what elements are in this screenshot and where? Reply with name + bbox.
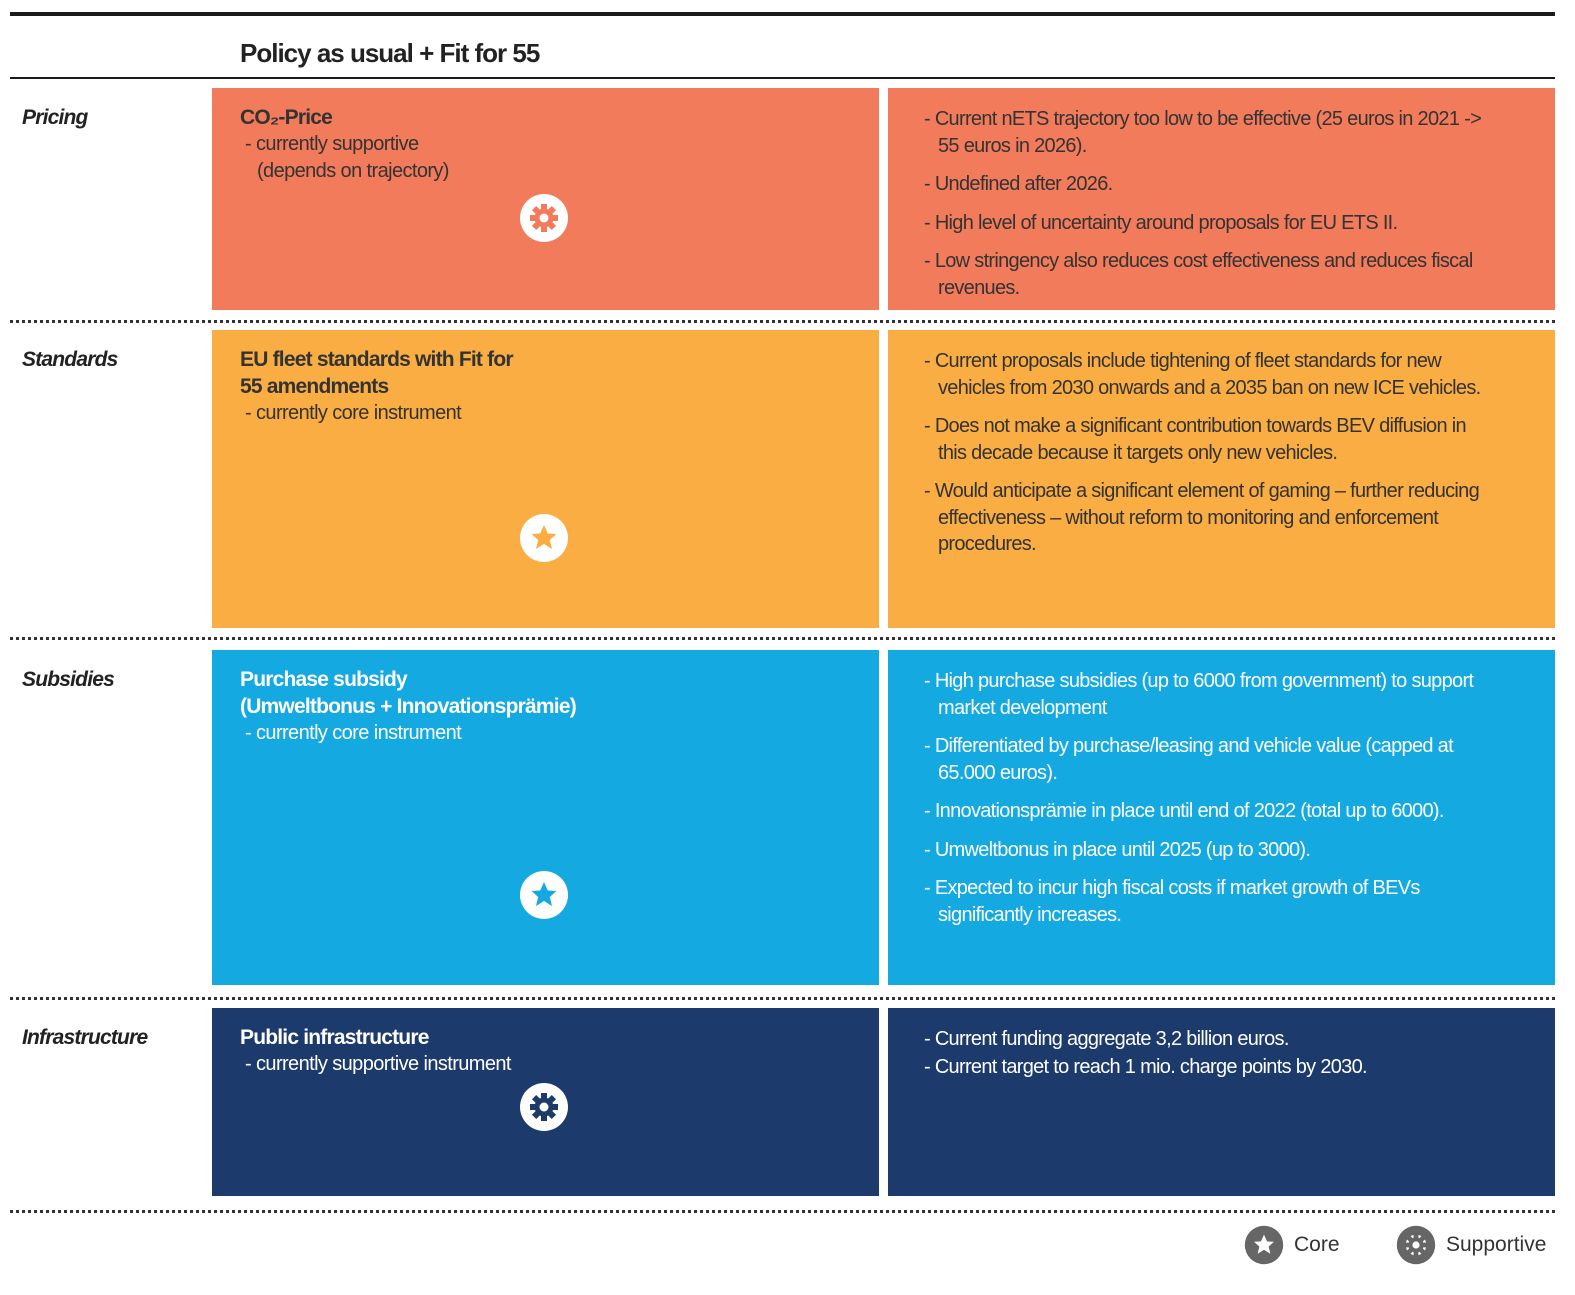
instrument-status: - currently core instrument — [245, 722, 462, 744]
legend-supportive: Supportive — [1396, 1222, 1546, 1268]
notes-cell: - High purchase subsidies (up to 6000 fr… — [888, 650, 1555, 985]
instrument-title: CO₂-Price — [240, 106, 333, 129]
instrument-title: 55 amendments — [240, 375, 389, 398]
header-title: Policy as usual + Fit for 55 — [240, 38, 540, 68]
note: - Undefined after 2026. — [924, 173, 1113, 195]
instrument-title: Public infrastructure — [240, 1026, 429, 1049]
category-label: Infrastructure — [22, 1026, 148, 1049]
note: - Current funding aggregate 3,2 billion … — [924, 1028, 1289, 1050]
note: - Does not make a significant contributi… — [924, 415, 1467, 464]
note: - Current nETS trajectory too low to be … — [924, 108, 1482, 157]
instrument-title: Purchase subsidy — [240, 668, 408, 691]
instrument-status: (depends on trajectory) — [257, 160, 449, 182]
row-separator — [10, 637, 1555, 640]
note: - Would anticipate a significant element… — [924, 480, 1480, 555]
category-label: Pricing — [22, 106, 88, 129]
note: - Low stringency also reduces cost effec… — [924, 250, 1473, 299]
notes-cell: - Current funding aggregate 3,2 billion … — [888, 1008, 1555, 1196]
instrument-cell: EU fleet standards with Fit for 55 amendm… — [212, 330, 879, 628]
legend-core-icon — [1244, 1225, 1284, 1265]
instrument-cell: CO₂-Price - currently supportive (depends … — [212, 88, 879, 310]
note: - Differentiated by purchase/leasing and… — [924, 735, 1454, 784]
note: - High purchase subsidies (up to 6000 fr… — [924, 670, 1474, 719]
category-label: Subsidies — [22, 668, 115, 691]
notes-cell: - Current proposals include tightening o… — [888, 330, 1555, 628]
instrument-title: (Umweltbonus + Innovationsprämie) — [240, 695, 577, 718]
supportive-icon — [520, 1083, 568, 1131]
supportive-icon — [520, 194, 568, 242]
instrument-status: - currently supportive — [245, 133, 419, 155]
core-icon — [520, 871, 568, 919]
notes-cell: - Current nETS trajectory too low to be … — [888, 88, 1555, 310]
instrument-title: EU fleet standards with Fit for — [240, 348, 514, 371]
row-separator — [10, 1210, 1555, 1213]
note: - Current target to reach 1 mio. charge … — [924, 1055, 1368, 1078]
instrument-cell: Purchase subsidy (Umweltbonus + Innovatio… — [212, 650, 879, 985]
row-separator — [10, 320, 1555, 323]
core-icon — [520, 514, 568, 562]
note: - Innovationsprämie in place until end o… — [924, 800, 1444, 822]
header-rule — [10, 77, 1555, 79]
note: - Umweltbonus in place until 2025 (up to… — [924, 838, 1311, 861]
legend-core: Core — [1244, 1222, 1340, 1268]
legend-label: Supportive — [1446, 1233, 1547, 1256]
note: - Expected to incur high fiscal costs if… — [924, 877, 1420, 926]
note: - High level of uncertainty around propo… — [924, 211, 1398, 234]
note: - Current proposals include tightening o… — [924, 350, 1481, 399]
legend-supportive-icon — [1396, 1225, 1436, 1265]
instrument-status: - currently supportive instrument — [245, 1053, 511, 1075]
legend-label: Core — [1294, 1233, 1340, 1256]
category-label: Standards — [22, 348, 118, 371]
row-separator — [10, 997, 1555, 1000]
top-rule — [10, 12, 1555, 16]
instrument-status: - currently core instrument — [245, 402, 462, 424]
instrument-cell: Public infrastructure - currently support… — [212, 1008, 879, 1196]
